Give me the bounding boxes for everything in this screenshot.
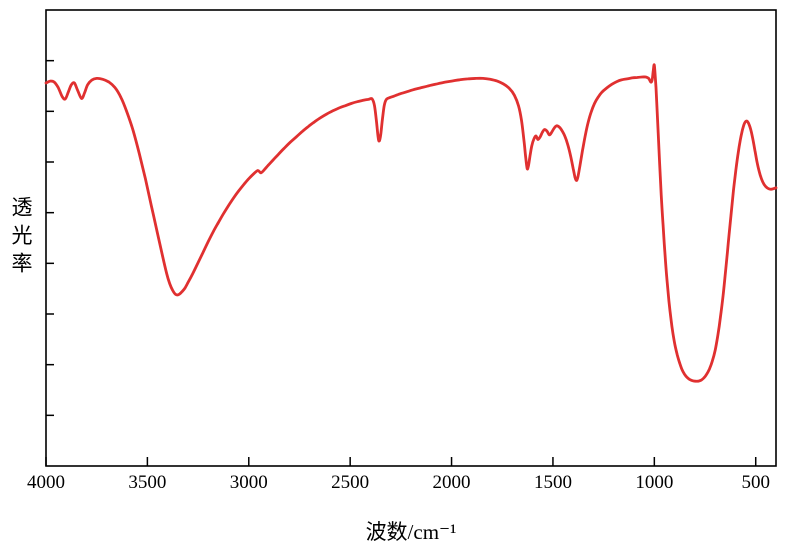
x-tick-label: 1500 bbox=[534, 472, 572, 493]
x-tick-label: 500 bbox=[741, 472, 770, 493]
spectrum-curve bbox=[44, 63, 778, 383]
x-tick-label: 3000 bbox=[230, 472, 268, 493]
x-tick-label: 1000 bbox=[635, 472, 673, 493]
plot-border bbox=[45, 9, 777, 467]
x-tick-label: 4000 bbox=[27, 472, 65, 493]
x-axis-label: 波数/cm⁻¹ bbox=[365, 520, 457, 544]
x-tick-label: 3500 bbox=[128, 472, 166, 493]
x-tick-label: 2000 bbox=[433, 472, 471, 493]
y-axis-label: 透光率 bbox=[9, 196, 33, 280]
x-tick-label: 2500 bbox=[331, 472, 369, 493]
